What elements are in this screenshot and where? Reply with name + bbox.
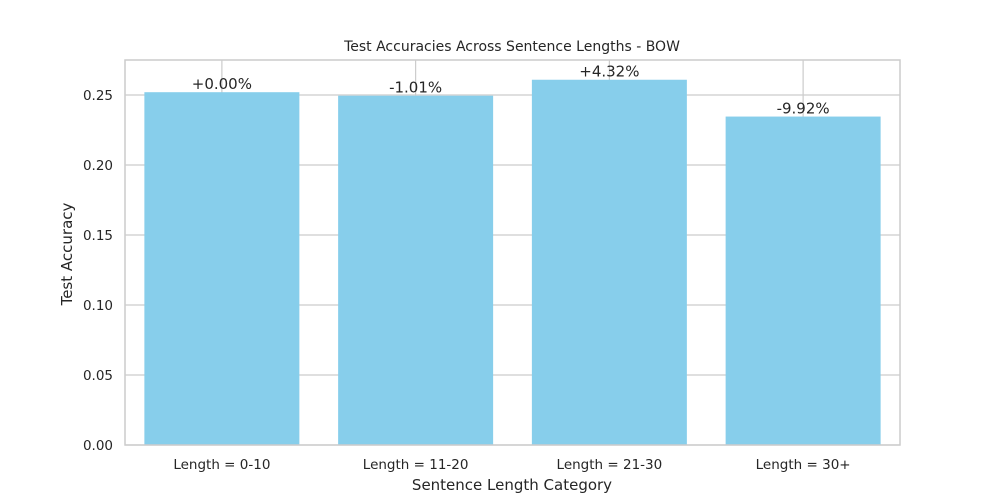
x-tick-label: Length = 11-20 (363, 457, 469, 473)
y-tick-label: 0.20 (83, 158, 113, 174)
y-axis-label: Test Accuracy (58, 202, 76, 306)
bar (531, 79, 687, 446)
x-axis-label: Sentence Length Category (412, 476, 612, 494)
plot-frame (124, 59, 901, 446)
bar-data-label: -1.01% (389, 79, 442, 97)
y-tick-label: 0.10 (83, 298, 113, 314)
bar (725, 116, 881, 445)
bar-data-label: -9.92% (777, 100, 830, 118)
bar-data-label: +4.32% (579, 63, 639, 81)
bar (338, 95, 494, 445)
spine-layer (124, 59, 901, 446)
bar-layer (144, 79, 881, 446)
tick-layer: 0.00 0.05 0.10 0.15 0.20 0.25 Length = 0-10 Len… (83, 88, 851, 473)
y-tick-label: 0.25 (83, 88, 113, 104)
bar-data-label: +0.00% (192, 75, 252, 93)
x-tick-label: Length = 21-30 (557, 457, 663, 473)
y-tick-label: 0.00 (83, 438, 113, 454)
data-label-layer: +0.00% -1.01% +4.32% -9.92% (192, 63, 830, 118)
y-tick-label: 0.05 (83, 368, 113, 384)
y-tick-label: 0.15 (83, 228, 113, 244)
chart-title: Test Accuracies Across Sentence Lengths … (343, 39, 680, 55)
x-tick-label: Length = 0-10 (173, 457, 270, 473)
x-tick-label: Length = 30+ (756, 457, 851, 473)
bar (144, 92, 300, 445)
